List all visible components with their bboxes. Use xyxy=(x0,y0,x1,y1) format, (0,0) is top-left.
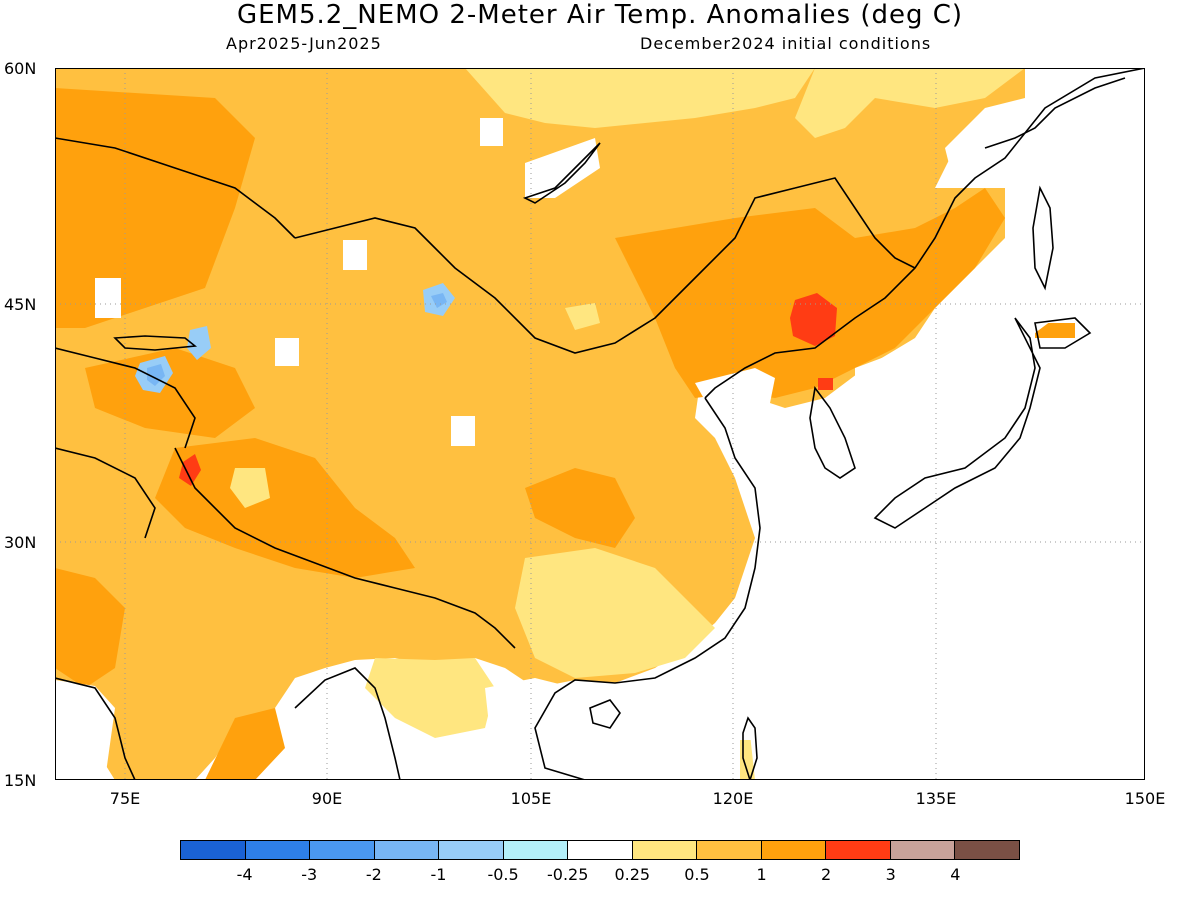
lat-label-60n: 60N xyxy=(4,59,37,78)
anomaly-strong-central xyxy=(525,468,635,548)
coastlines xyxy=(55,68,1145,780)
anomaly-strong-tibet xyxy=(155,438,415,578)
forecast-period: Apr2025-Jun2025 xyxy=(226,34,382,53)
lon-label-135e: 135E xyxy=(915,789,957,808)
anomaly-hot-manchuria xyxy=(790,293,837,346)
anomaly-cool-zaysan xyxy=(187,326,211,360)
anomaly-strong-kazakh xyxy=(85,348,255,438)
anomaly-white-east-sea xyxy=(745,448,1145,780)
coastline-taiwan xyxy=(742,716,758,780)
colorbar-tick-label: -3 xyxy=(301,865,318,884)
colorbar-swatch xyxy=(245,841,311,859)
initial-conditions: December2024 initial conditions xyxy=(640,34,932,53)
anomaly-white-india-east xyxy=(285,688,395,780)
anomaly-strong-south xyxy=(205,708,285,780)
anomaly-strong-northeast xyxy=(615,188,1005,398)
coastline-sakhalin xyxy=(1032,185,1054,291)
colorbar-tick-label: -0.25 xyxy=(546,865,589,884)
anomaly-white-west-spot2 xyxy=(275,338,299,366)
anomaly-hot-korea xyxy=(818,378,833,390)
map-canvas xyxy=(55,68,1145,780)
graticule xyxy=(55,68,1145,780)
anomaly-white-mongolia-spot xyxy=(343,240,367,270)
anomaly-white-korea-bay xyxy=(695,368,775,438)
coastline-japan xyxy=(873,317,1041,529)
lat-label-30n: 30N xyxy=(4,533,37,552)
lon-label-105e: 105E xyxy=(510,789,552,808)
colorbar-tick-label: 3 xyxy=(885,865,896,884)
anomaly-light-northeast xyxy=(795,68,1025,138)
lat-label-45n: 45N xyxy=(4,295,37,314)
colorbar xyxy=(180,840,1020,860)
colorbar-swatch xyxy=(310,841,375,859)
colorbar-swatch xyxy=(181,841,246,859)
lon-label-90e: 90E xyxy=(311,789,343,808)
anomaly-light-indochina xyxy=(365,658,495,738)
coastline-korea xyxy=(809,386,856,479)
anomaly-light-north xyxy=(465,68,815,128)
lon-label-75e: 75E xyxy=(109,789,141,808)
coastline-hainan xyxy=(589,699,621,729)
colorbar-tick-label: -0.5 xyxy=(487,865,519,884)
anomaly-white-vietnam xyxy=(485,678,615,780)
lat-label-15n: 15N xyxy=(4,771,37,790)
colorbar-tick-label: -4 xyxy=(236,865,253,884)
anomaly-strong-hokkaido xyxy=(1035,323,1075,338)
border-russia xyxy=(55,137,916,269)
coastline-okhotsk xyxy=(984,77,1126,149)
anomaly-white-japan-sea xyxy=(855,248,1055,448)
anomaly-white-southasia xyxy=(55,680,115,780)
coastline-baikal xyxy=(522,142,601,204)
coastline-balkhash xyxy=(113,335,198,351)
colorbar-tick-label: 0.25 xyxy=(614,865,651,884)
anomaly-map xyxy=(55,68,1145,780)
colorbar-tick-label: 0.5 xyxy=(684,865,710,884)
colorbar-tick-label: -1 xyxy=(430,865,447,884)
anomaly-strong-west xyxy=(55,88,255,328)
coastline-bay-of-bengal xyxy=(55,667,401,780)
lon-label-120e: 120E xyxy=(712,789,754,808)
anomaly-strong-india xyxy=(55,568,125,688)
colorbar-swatch xyxy=(503,841,569,859)
colorbar-swatch xyxy=(761,841,827,859)
border-china-mongolia xyxy=(294,187,796,354)
anomaly-light-mongolia-spot xyxy=(565,303,600,330)
chart-title: GEM5.2_NEMO 2-Meter Air Temp. Anomalies … xyxy=(236,0,964,30)
colorbar-swatch xyxy=(439,841,504,859)
colorbar-swatch xyxy=(826,841,891,859)
anomaly-white-farnorth-east xyxy=(945,98,1025,188)
colorbar-swatch xyxy=(632,841,698,859)
colorbar-tick-label: 2 xyxy=(821,865,832,884)
colorbar-tick-label: 4 xyxy=(950,865,961,884)
colorbar-swatch xyxy=(568,841,633,859)
colorbar-swatch xyxy=(955,841,1019,859)
coastline-china-south xyxy=(534,397,761,780)
colorbar-swatch xyxy=(374,841,440,859)
colorbar-tick-label: 1 xyxy=(756,865,767,884)
anomaly-hot-kashmir xyxy=(179,454,201,486)
coastline-hokkaido xyxy=(1034,317,1092,349)
anomaly-white-north-spot xyxy=(480,118,503,146)
border-central-asia xyxy=(55,347,196,539)
border-himalaya xyxy=(174,447,516,649)
anomaly-light-south-china xyxy=(515,548,715,678)
lon-label-150e: 150E xyxy=(1124,789,1166,808)
colorbar-tick-label: -2 xyxy=(365,865,382,884)
colorbar-swatch xyxy=(697,841,762,859)
anomaly-light-tibet-spot xyxy=(230,468,270,508)
anomaly-white-baikal-area xyxy=(525,138,600,198)
colorbar-swatch xyxy=(890,841,956,859)
anomaly-white-west-spots xyxy=(95,278,121,318)
anomaly-white-tibet-spot xyxy=(451,416,475,446)
anomaly-coolest-mongolia xyxy=(431,293,447,308)
